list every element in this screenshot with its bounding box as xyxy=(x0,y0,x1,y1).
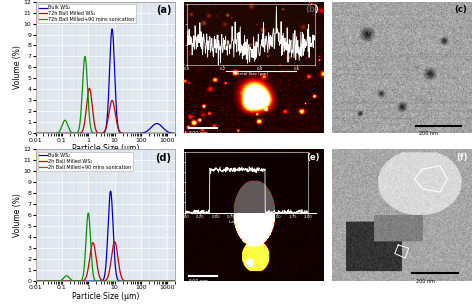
Y-axis label: Volume (%): Volume (%) xyxy=(13,46,22,89)
Text: (f): (f) xyxy=(456,153,467,162)
Text: (b): (b) xyxy=(306,5,319,15)
Legend: Bulk WS₂, 2h Ball Milled WS₂, 2h Ball Milled+90 mins sonication: Bulk WS₂, 2h Ball Milled WS₂, 2h Ball Mi… xyxy=(38,152,133,171)
Legend: Bulk WS₂, 72h Ball Milled WS₂, 72h Ball Milled+90 mins sonication: Bulk WS₂, 72h Ball Milled WS₂, 72h Ball … xyxy=(38,4,136,23)
Text: 200 nm: 200 nm xyxy=(419,131,438,136)
Text: 500 nm: 500 nm xyxy=(189,131,208,136)
X-axis label: Particle Size (μm): Particle Size (μm) xyxy=(72,144,139,153)
Text: (c): (c) xyxy=(455,5,467,15)
Text: (a): (a) xyxy=(155,5,171,16)
Text: (e): (e) xyxy=(306,153,319,162)
Text: (d): (d) xyxy=(155,153,171,163)
X-axis label: Particle Size (μm): Particle Size (μm) xyxy=(72,292,139,301)
Y-axis label: Volume (%): Volume (%) xyxy=(13,193,22,237)
Text: 200 nm: 200 nm xyxy=(416,278,435,284)
Text: 500 nm: 500 nm xyxy=(189,279,208,284)
